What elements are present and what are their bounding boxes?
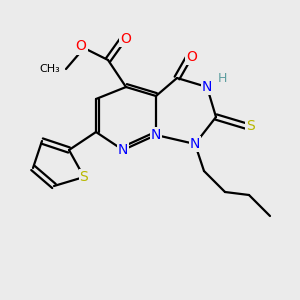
Text: S: S xyxy=(246,119,255,133)
Text: N: N xyxy=(190,137,200,151)
Text: O: O xyxy=(121,32,131,46)
Text: H: H xyxy=(217,71,227,85)
Text: CH₃: CH₃ xyxy=(39,64,60,74)
Text: N: N xyxy=(118,143,128,157)
Text: O: O xyxy=(187,50,197,64)
Text: N: N xyxy=(202,80,212,94)
Text: O: O xyxy=(76,40,86,53)
Text: S: S xyxy=(80,170,88,184)
Text: N: N xyxy=(151,128,161,142)
